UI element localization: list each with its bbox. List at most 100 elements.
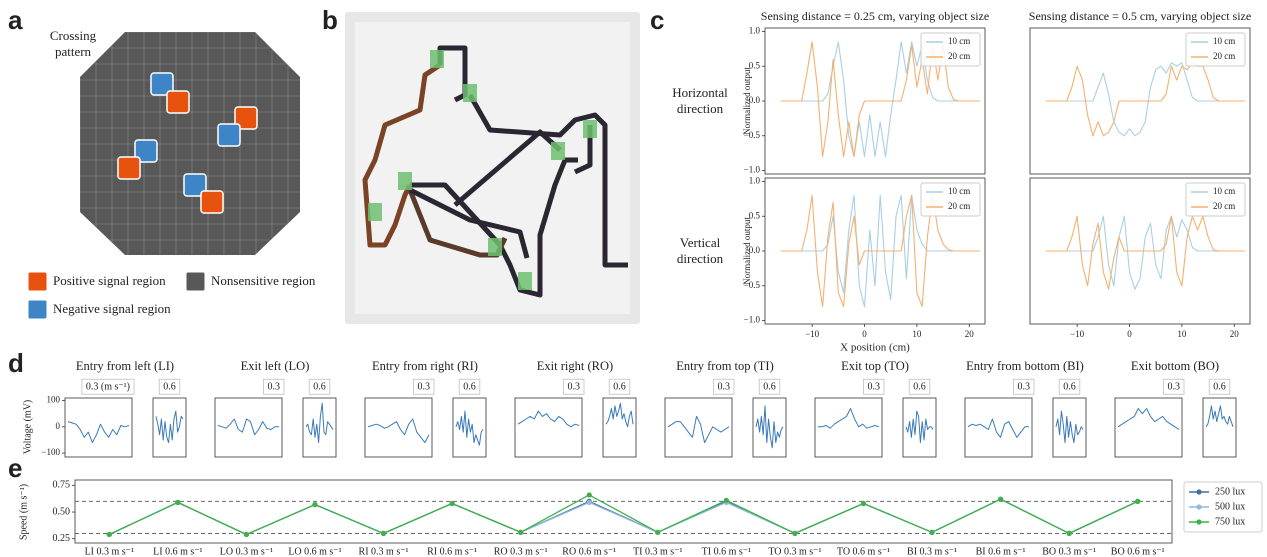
plot-frame [214, 397, 283, 458]
panel-letter: d [8, 348, 24, 378]
plot-frame [602, 397, 637, 458]
series-line [780, 41, 980, 158]
series-line [155, 410, 184, 444]
plot-frame [1202, 397, 1237, 458]
series-line [305, 402, 334, 444]
series-line [780, 194, 980, 308]
plot-frame [664, 397, 733, 458]
x-tick-label: LO 0.6 m s⁻¹ [288, 546, 341, 557]
plot-frame [452, 397, 487, 458]
series-line [605, 402, 634, 428]
y-tick-label: −0.5 [744, 130, 761, 140]
series-line [109, 494, 1138, 536]
series-line [367, 418, 430, 444]
speed-label: 0.3 (m s⁻¹) [86, 381, 130, 392]
legend-label: 750 lux [1215, 516, 1245, 527]
series-marker [997, 496, 1004, 502]
plot-frame [814, 397, 883, 458]
series-marker [792, 530, 798, 536]
legend-box [1183, 481, 1263, 533]
device-photo [345, 12, 640, 324]
y-tick-label: 100 [47, 395, 61, 405]
speed-label: 0.6 [463, 381, 476, 392]
series-line [1055, 410, 1084, 444]
x-tick-label: −10 [805, 329, 820, 339]
chart-title: Entry from top (TI) [676, 359, 774, 373]
x-tick-label: TO 0.3 m s⁻¹ [768, 546, 821, 557]
legend-label: 10 cm [1213, 36, 1235, 46]
x-tick-label: TI 0.6 m s⁻¹ [702, 546, 751, 557]
y-axis-label: Speed (m s⁻¹) [18, 484, 29, 540]
series-line [667, 415, 730, 444]
row-label: Vertical direction [676, 235, 724, 266]
series-marker [586, 492, 592, 498]
y-tick-label: 0.0 [749, 95, 761, 105]
series-line [967, 418, 1029, 438]
x-tick-label: RI 0.3 m s⁻¹ [359, 546, 409, 557]
series-marker [586, 499, 592, 506]
legend-label: 10 cm [948, 36, 970, 46]
speed-label-box [1013, 378, 1035, 395]
speed-label: 0.6 [313, 381, 326, 392]
x-tick-label: 0 [1127, 329, 1132, 339]
speed-label-box [713, 378, 735, 395]
series-marker [723, 497, 729, 503]
x-axis-label: X position (cm) [840, 342, 910, 354]
legend-box [920, 182, 981, 217]
y-tick-label: 0.25 [53, 533, 71, 544]
legend-label: 20 cm [948, 201, 970, 211]
plot-frame [302, 397, 337, 458]
chart-title: Exit right (RO) [537, 359, 613, 373]
series-marker [243, 531, 250, 538]
y-tick-label: −1.0 [744, 165, 761, 175]
y-tick-label: 0.5 [749, 60, 761, 70]
speed-label-box [81, 378, 135, 395]
plot-frame [1114, 397, 1183, 458]
plot-frame [64, 397, 133, 458]
legend-swatch [27, 271, 48, 292]
series-marker [518, 529, 524, 535]
y-tick-label: 1.0 [749, 176, 761, 186]
pattern-title: Crossing pattern [49, 28, 97, 59]
series-marker [380, 530, 387, 536]
series-line [1045, 215, 1245, 290]
x-tick-label: TI 0.3 m s⁻¹ [633, 546, 682, 557]
series-marker [106, 531, 112, 538]
chart-title: Entry from left (LI) [76, 359, 174, 373]
series-line [109, 498, 1138, 536]
panel-letter: b [322, 5, 338, 35]
y-axis-label: Normalized output [742, 67, 752, 135]
speed-label: 0.6 [1213, 381, 1226, 392]
plot-frame [1052, 397, 1087, 458]
speed-label: 0.6 [913, 381, 926, 392]
speed-label-box [608, 378, 631, 395]
y-axis-label: Voltage (mV) [22, 400, 33, 455]
series-marker [312, 501, 318, 508]
speed-label: 0.3 [418, 381, 431, 392]
y-tick-label: 0 [56, 421, 61, 431]
chart-title: Sensing distance = 0.25 cm, varying obje… [761, 9, 989, 23]
series-line [217, 418, 279, 436]
series-line [780, 194, 980, 308]
x-tick-label: RI 0.6 m s⁻¹ [427, 546, 477, 557]
plot-frame [752, 397, 787, 458]
legend-swatch [185, 271, 206, 292]
series-marker [860, 500, 867, 507]
plot-frame [1029, 27, 1251, 175]
x-tick-label: 10 [912, 329, 922, 339]
chart-title: Sensing distance = 0.5 cm, varying objec… [1029, 9, 1251, 23]
speed-label: 0.6 [163, 381, 176, 392]
series-line [780, 41, 980, 158]
series-marker [655, 529, 661, 535]
y-tick-label: 0.75 [53, 480, 71, 491]
series-line [1045, 62, 1245, 137]
speed-label: 0.3 [1168, 381, 1181, 392]
series-line [455, 410, 484, 446]
legend-swatch [1196, 489, 1202, 495]
y-tick-label: 0.5 [749, 210, 761, 220]
legend-box [1185, 32, 1246, 67]
plot-frame [74, 479, 1173, 544]
speed-label: 0.3 [1018, 381, 1031, 392]
